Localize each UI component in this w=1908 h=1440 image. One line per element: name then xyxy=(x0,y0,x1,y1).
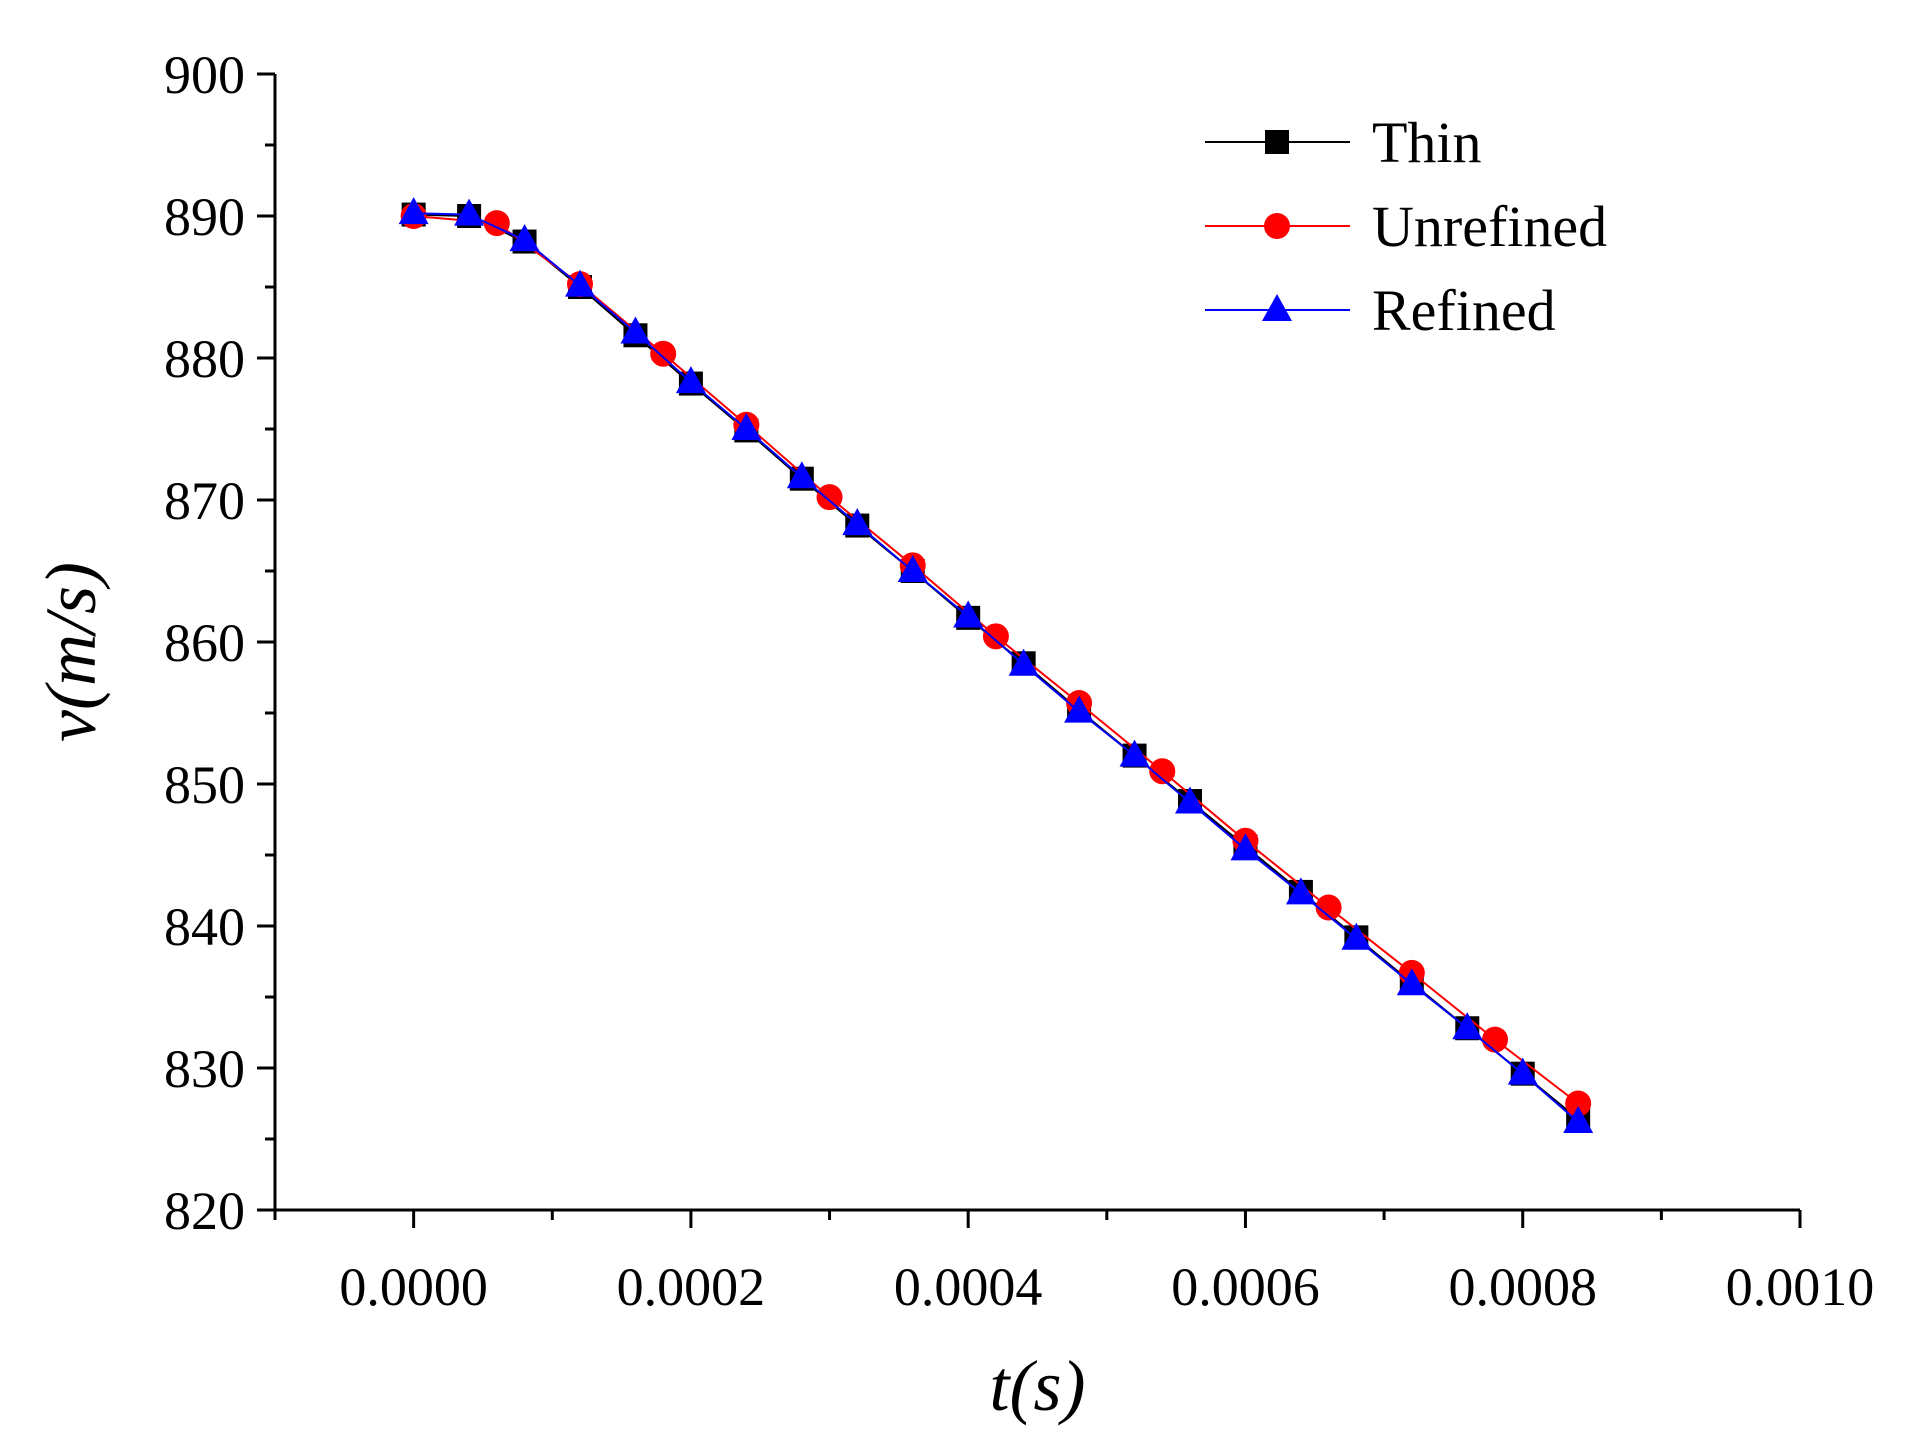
legend-swatch-marker xyxy=(1265,130,1289,154)
legend-label-thin: Thin xyxy=(1372,110,1482,175)
series-unrefined-point xyxy=(1315,894,1342,921)
series-refined-point xyxy=(675,366,706,394)
y-tick-label: 880 xyxy=(164,329,245,389)
x-tick-label: 0.0002 xyxy=(617,1257,766,1317)
legend: Thin Unrefined Refined xyxy=(1205,110,1607,343)
legend-label-unrefined: Unrefined xyxy=(1372,194,1607,259)
x-tick-label: 0.0008 xyxy=(1448,1257,1597,1317)
series-refined-point xyxy=(1285,877,1316,905)
series-refined-point xyxy=(1119,739,1150,767)
series-unrefined-point xyxy=(816,484,843,511)
legend-swatch-marker xyxy=(1262,294,1292,321)
series-refined-point xyxy=(565,269,595,297)
series-refined-point xyxy=(1341,922,1372,950)
series-refined-point xyxy=(1064,695,1095,723)
legend-item-thin: Thin xyxy=(1205,110,1482,175)
series-refined-point xyxy=(454,198,485,226)
series-refined-point xyxy=(842,508,873,536)
y-axis-title: v(m/s) xyxy=(31,562,111,742)
y-tick-label: 850 xyxy=(164,755,245,815)
series-refined-point xyxy=(1396,968,1427,996)
series-refined-point xyxy=(1175,786,1205,814)
x-tick-label: 0.0000 xyxy=(339,1257,488,1317)
series-refined-point xyxy=(1563,1105,1594,1133)
y-tick-label: 840 xyxy=(164,897,245,957)
y-tick-label: 870 xyxy=(164,471,245,531)
y-tick-label: 860 xyxy=(164,613,245,673)
series-refined xyxy=(398,197,1594,1133)
series-refined-line xyxy=(413,212,1579,1123)
legend-item-refined: Refined xyxy=(1205,278,1556,343)
series-unrefined-point xyxy=(982,623,1009,650)
y-tick-label: 900 xyxy=(164,45,245,105)
x-tick-label: 0.0006 xyxy=(1171,1257,1320,1317)
y-tick-label: 820 xyxy=(164,1181,245,1241)
y-tick-label: 890 xyxy=(164,187,245,247)
series-unrefined-point xyxy=(1482,1026,1508,1053)
legend-label-refined: Refined xyxy=(1372,278,1556,343)
series-refined-point xyxy=(731,413,762,440)
series-refined-point xyxy=(953,600,984,628)
x-tick-label: 0.0010 xyxy=(1726,1257,1875,1317)
series-refined-point xyxy=(509,224,540,252)
series-layer xyxy=(398,197,1594,1133)
series-refined-point xyxy=(1452,1012,1483,1040)
series-refined-point xyxy=(897,555,928,582)
series-refined-point xyxy=(786,461,817,489)
legend-item-unrefined: Unrefined xyxy=(1205,194,1607,259)
legend-swatch-marker xyxy=(1264,213,1290,239)
x-axis-title: t(s) xyxy=(990,1346,1086,1426)
series-refined-point xyxy=(620,316,651,344)
x-tick-label: 0.0004 xyxy=(894,1257,1043,1317)
y-tick-label: 830 xyxy=(164,1039,245,1099)
axes: 820 830 840 850 860 870 880 890 900 0.0000 0.0002 0… xyxy=(164,45,1874,1317)
series-refined-point xyxy=(1230,833,1261,861)
series-unrefined-point xyxy=(1565,1090,1592,1117)
series-refined-point xyxy=(1507,1057,1538,1085)
series-unrefined-point xyxy=(650,340,677,367)
series-unrefined-point xyxy=(1149,758,1176,785)
series-refined-point xyxy=(398,197,429,225)
series-refined-point xyxy=(1008,648,1039,676)
